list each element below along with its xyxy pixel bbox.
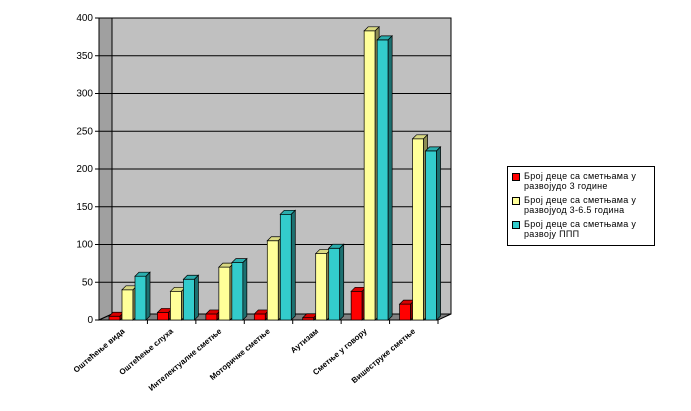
legend: Број деце са сметњама у развојудо 3 годи… [507, 166, 655, 246]
legend-item-series-1: Број деце са сметњама у развојудо 3 годи… [512, 171, 650, 191]
bar-3-1 [134, 271, 151, 321]
y-tick-label-100: 100 [76, 240, 93, 251]
bar-3-7 [424, 146, 442, 321]
x-tick-label-5: Аутизам [289, 327, 320, 355]
gridlines [99, 17, 451, 283]
legend-swatch-series-3 [512, 221, 520, 229]
legend-item-series-3: Број деце са сметњама у развоју ППП [512, 219, 650, 239]
y-tick-label-350: 350 [76, 51, 93, 62]
x-tick-label-1: Оштећење вида [72, 326, 127, 374]
bar-3-5 [327, 243, 345, 321]
y-tick-label-50: 50 [82, 277, 94, 288]
y-tick-label-150: 150 [76, 202, 93, 213]
legend-label-series-1: Број деце са сметњама у развојудо 3 годи… [524, 171, 637, 191]
legend-swatch-series-1 [512, 173, 520, 181]
legend-label-series-2: Број деце са сметњама у развојуод 3-6.5 … [524, 195, 637, 215]
y-tick-label-0: 0 [87, 315, 93, 326]
y-tick-label-300: 300 [76, 89, 93, 100]
legend-item-series-2: Број деце са сметњама у развојуод 3-6.5 … [512, 195, 650, 215]
y-tick-label-250: 250 [76, 126, 93, 137]
legend-label-series-3: Број деце са сметњама у развоју ППП [524, 219, 637, 239]
bars [108, 25, 442, 321]
bar-3-2 [182, 274, 200, 321]
bar-3-6 [376, 35, 393, 321]
y-tick-label-200: 200 [76, 164, 93, 175]
legend-swatch-series-2 [512, 197, 520, 205]
bar-3-4 [279, 209, 297, 321]
y-tick-label-400: 400 [76, 13, 93, 24]
bar-3-3 [231, 257, 248, 321]
